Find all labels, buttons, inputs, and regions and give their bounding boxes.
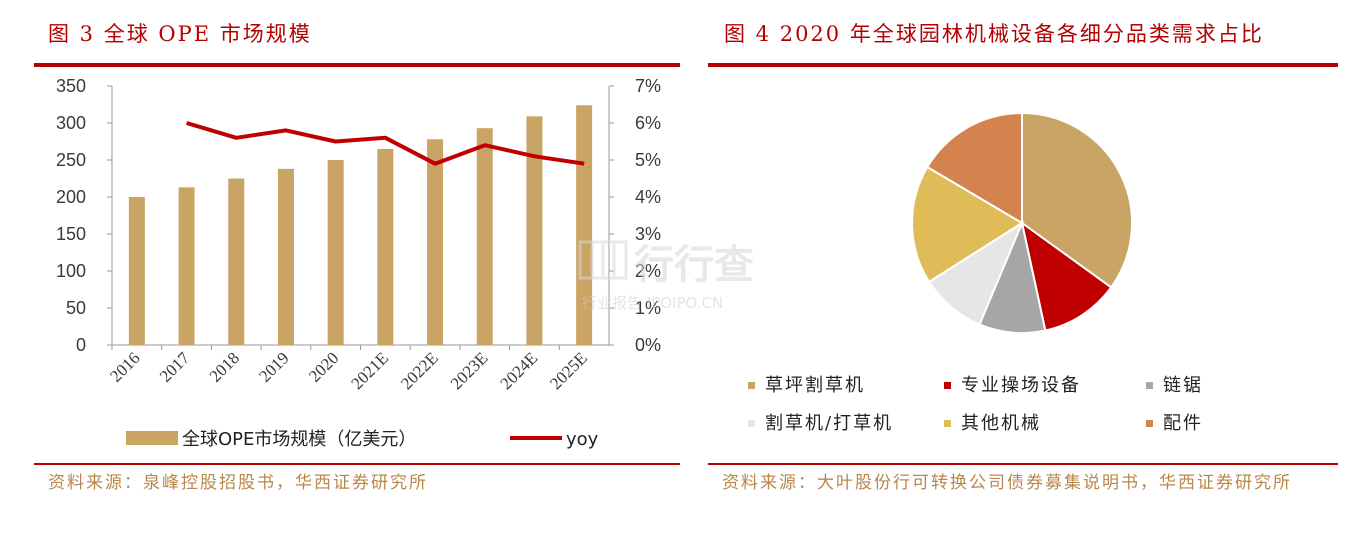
bar-2025E	[576, 105, 593, 345]
y-left-tick-label: 350	[56, 76, 86, 96]
figure-3-title: 图 3 全球 OPE 市场规模	[48, 22, 312, 46]
y-right-tick-label: 1%	[635, 298, 661, 318]
watermark-main: 行行查	[634, 242, 754, 288]
y-left-tick-label: 100	[56, 261, 86, 281]
y-left-tick-label: 250	[56, 150, 86, 170]
bar-2016	[128, 197, 145, 345]
pie-legend-swatch-4	[748, 420, 755, 427]
x-tick-label-2025E: 2025E	[546, 348, 591, 393]
y-right-tick-label: 3%	[635, 224, 661, 244]
x-tick-label-2019: 2019	[255, 348, 292, 385]
bar-2018	[228, 178, 245, 345]
pie-legend-swatch-2	[944, 382, 951, 389]
y-right-tick-label: 0%	[635, 335, 661, 355]
watermark: 行行查 行业报告 IPOIPO.CN	[578, 240, 754, 312]
pie-legend-label-6: 配件	[1163, 413, 1203, 434]
pie-legend-swatch-6	[1146, 420, 1153, 427]
pie-legend-label-2: 专业操场设备	[961, 375, 1081, 396]
pie-legend-swatch-3	[1146, 382, 1153, 389]
pie-legend-swatch-5	[944, 420, 951, 427]
pie-legend-label-4: 割草机/打草机	[765, 413, 893, 434]
legend-line-label: yoy	[566, 429, 599, 450]
right-source: 资料来源：大叶股份行可转换公司债券募集说明书，华西证券研究所	[722, 473, 1292, 493]
legend-bar-swatch	[126, 431, 178, 445]
bar-2020	[327, 160, 344, 345]
y-left-tick-label: 200	[56, 187, 86, 207]
watermark-logo-icon	[578, 240, 628, 280]
bar-2024E	[526, 116, 543, 345]
yoy-line	[186, 121, 585, 166]
pie-legend-swatch-1	[748, 382, 755, 389]
pie-slice-1	[1021, 111, 1133, 289]
y-left-tick-label: 0	[76, 335, 86, 355]
pie-slice-6	[925, 111, 1023, 225]
x-tick-label-2023E: 2023E	[447, 348, 492, 393]
x-tick-label-2018: 2018	[206, 348, 243, 385]
right-source-rule	[708, 463, 1338, 465]
x-tick-label-2017: 2017	[156, 348, 194, 386]
x-tick-label-2022E: 2022E	[397, 348, 442, 393]
bar-2019	[277, 168, 294, 345]
pie-legend-label-5: 其他机械	[961, 413, 1041, 434]
pie-legend-label-3: 链锯	[1163, 375, 1203, 396]
bar-2017	[178, 187, 195, 345]
x-tick-label-2021E: 2021E	[347, 348, 392, 393]
pie-legend-label-1: 草坪割草机	[765, 375, 865, 396]
x-tick-label-2020: 2020	[305, 348, 342, 385]
y-left-tick-label: 150	[56, 224, 86, 244]
x-tick-label-2024E: 2024E	[496, 348, 541, 393]
y-right-tick-label: 2%	[635, 261, 661, 281]
y-right-tick-label: 6%	[635, 113, 661, 133]
left-source: 资料来源：泉峰控股招股书，华西证券研究所	[48, 473, 428, 493]
pie-slice-5	[911, 165, 1024, 284]
y-right-tick-label: 5%	[635, 150, 661, 170]
ope-market-chart: 0 50 100 150 200 250 300 350 0% 1% 2% 3% 4% 5% 6% 7% 201…	[56, 76, 661, 450]
y-left-tick-label: 50	[66, 298, 86, 318]
bar-2021E	[377, 148, 394, 345]
y-right-tick-label: 7%	[635, 76, 661, 96]
right-title-rule	[708, 63, 1338, 67]
pie-slice-2	[1020, 220, 1113, 332]
x-tick-label-2016: 2016	[106, 348, 143, 385]
figure-4-title: 图 4 2020 年全球园林机械设备各细分品类需求占比	[724, 22, 1264, 46]
y-right-tick-label: 4%	[635, 187, 661, 207]
y-left-tick-label: 300	[56, 113, 86, 133]
bar-2023E	[476, 128, 493, 345]
bar-2022E	[427, 139, 444, 345]
watermark-sub: 行业报告 IPOIPO.CN	[582, 294, 723, 312]
left-title-rule	[34, 63, 680, 67]
legend-bar-label: 全球OPE市场规模（亿美元）	[182, 429, 416, 450]
left-source-rule	[34, 463, 680, 465]
